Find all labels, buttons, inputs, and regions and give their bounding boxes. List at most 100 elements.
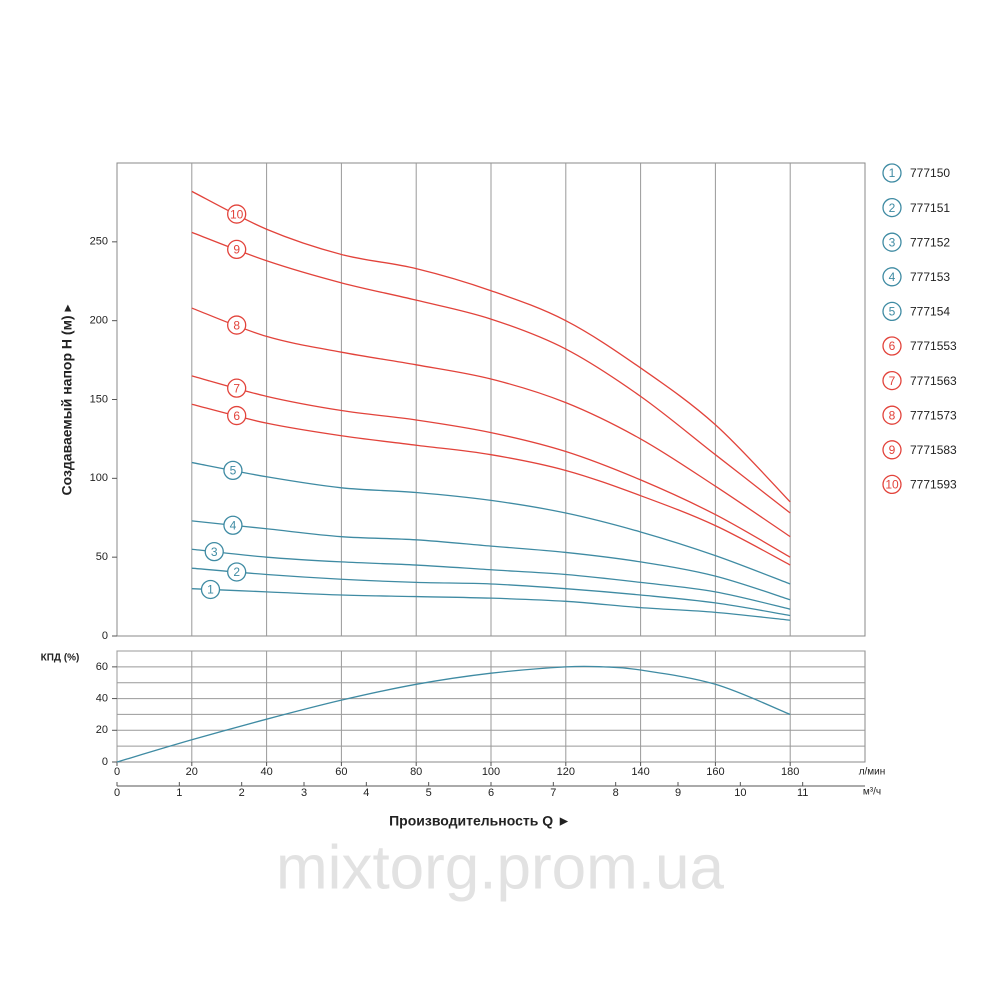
curve (191, 375, 791, 558)
legend-label: 7771593 (910, 478, 957, 492)
curve (191, 307, 791, 538)
x-tick-label: 80 (410, 766, 422, 778)
legend-label: 7771583 (910, 443, 957, 457)
x2-tick-label: 10 (734, 787, 746, 799)
legend-label: 777150 (910, 166, 950, 180)
curve-label: 4 (230, 518, 237, 532)
legend-badge (882, 405, 902, 425)
curve-badge (227, 562, 247, 582)
curve-badge (223, 515, 243, 535)
y-axis-title: Создаваемый напор H (м) ▸ (59, 304, 75, 495)
y-tick-label: 60 (96, 661, 108, 673)
legend-label: 777153 (910, 270, 950, 284)
x2-tick-label: 5 (426, 787, 432, 799)
curve-badge (227, 315, 247, 335)
y-tick-label: 20 (96, 724, 108, 736)
curve (191, 520, 791, 601)
x2-tick-label: 9 (675, 787, 681, 799)
x2-tick-label: 8 (613, 787, 619, 799)
x2-tick-label: 4 (363, 787, 369, 799)
curve (191, 461, 791, 585)
x-tick-label: 60 (335, 766, 347, 778)
legend-badge (882, 163, 902, 183)
x2-tick-label: 6 (488, 787, 494, 799)
legend-badge (882, 197, 902, 218)
x-tick-label: 40 (260, 766, 272, 778)
legend-badge (882, 301, 902, 322)
curve-badge (227, 378, 247, 398)
y-axis-title: КПД (%) (41, 653, 80, 664)
legend-number: 9 (889, 443, 896, 457)
x-tick-label: 120 (557, 766, 575, 778)
x-tick-label: 180 (781, 766, 799, 778)
x2-tick-label: 1 (176, 787, 182, 799)
curve-badge (227, 239, 247, 260)
legend-number: 4 (889, 270, 896, 284)
legend-label: 7771563 (910, 374, 957, 388)
curve-label: 10 (230, 207, 244, 221)
x-unit: л/мин (859, 767, 886, 778)
x2-tick-label: 0 (114, 787, 120, 799)
legend-number: 1 (889, 166, 896, 180)
curve-label: 1 (207, 583, 214, 597)
curve-badge (227, 204, 247, 224)
curve (191, 588, 791, 621)
curve-label: 5 (230, 464, 237, 478)
curve-badge (204, 541, 224, 562)
curve-label: 6 (233, 409, 240, 423)
legend-number: 8 (889, 408, 896, 422)
legend-number: 5 (889, 305, 896, 319)
y-tick-label: 250 (90, 236, 108, 248)
x-tick-label: 160 (706, 766, 724, 778)
x-tick-label: 100 (482, 766, 500, 778)
legend-label: 777152 (910, 235, 950, 249)
legend-number: 3 (889, 235, 896, 249)
legend-number: 2 (889, 201, 896, 215)
legend-label: 777151 (910, 201, 950, 215)
curve (116, 665, 791, 763)
curve-label: 2 (233, 565, 240, 579)
curve (191, 231, 791, 514)
curve-label: 9 (233, 243, 240, 257)
x2-tick-label: 11 (797, 787, 808, 799)
curve-label: 3 (211, 545, 218, 559)
curve-badge (200, 579, 221, 600)
legend-number: 6 (889, 339, 896, 353)
legend-label: 777154 (910, 305, 950, 319)
y-tick-label: 100 (90, 472, 108, 484)
legend-label: 7771553 (910, 339, 957, 353)
curve (191, 567, 791, 617)
legend-badge (882, 232, 902, 252)
legend-label: 7771573 (910, 408, 957, 422)
legend-badge (882, 336, 902, 356)
y-tick-label: 50 (96, 551, 108, 563)
y-tick-label: 0 (102, 756, 108, 768)
x2-unit: м³/ч (863, 787, 881, 798)
legend-badge (882, 474, 902, 495)
y-tick-label: 150 (90, 393, 108, 405)
legend-number: 10 (885, 478, 899, 492)
y-tick-label: 0 (102, 630, 108, 642)
curve (191, 548, 791, 610)
x-tick-label: 20 (186, 766, 198, 778)
y-tick-label: 40 (96, 692, 108, 704)
legend-badge (882, 440, 902, 460)
watermark: mixtorg.prom.ua (276, 833, 724, 902)
x-tick-label: 140 (631, 766, 649, 778)
x2-tick-label: 2 (239, 787, 245, 799)
curve-badge (227, 405, 247, 426)
y-tick-label: 200 (90, 315, 108, 327)
x-tick-label: 0 (114, 766, 120, 778)
legend-number: 7 (889, 374, 896, 388)
x2-tick-label: 3 (301, 787, 307, 799)
curve-label: 7 (233, 381, 240, 395)
curve-badge (223, 460, 243, 481)
legend-badge (882, 267, 902, 287)
legend-badge (882, 370, 902, 391)
curve (191, 403, 791, 566)
curve-label: 8 (233, 318, 240, 332)
curve (191, 190, 791, 503)
x-axis-title: Производительность Q ► (389, 813, 571, 829)
x2-tick-label: 7 (550, 787, 556, 799)
